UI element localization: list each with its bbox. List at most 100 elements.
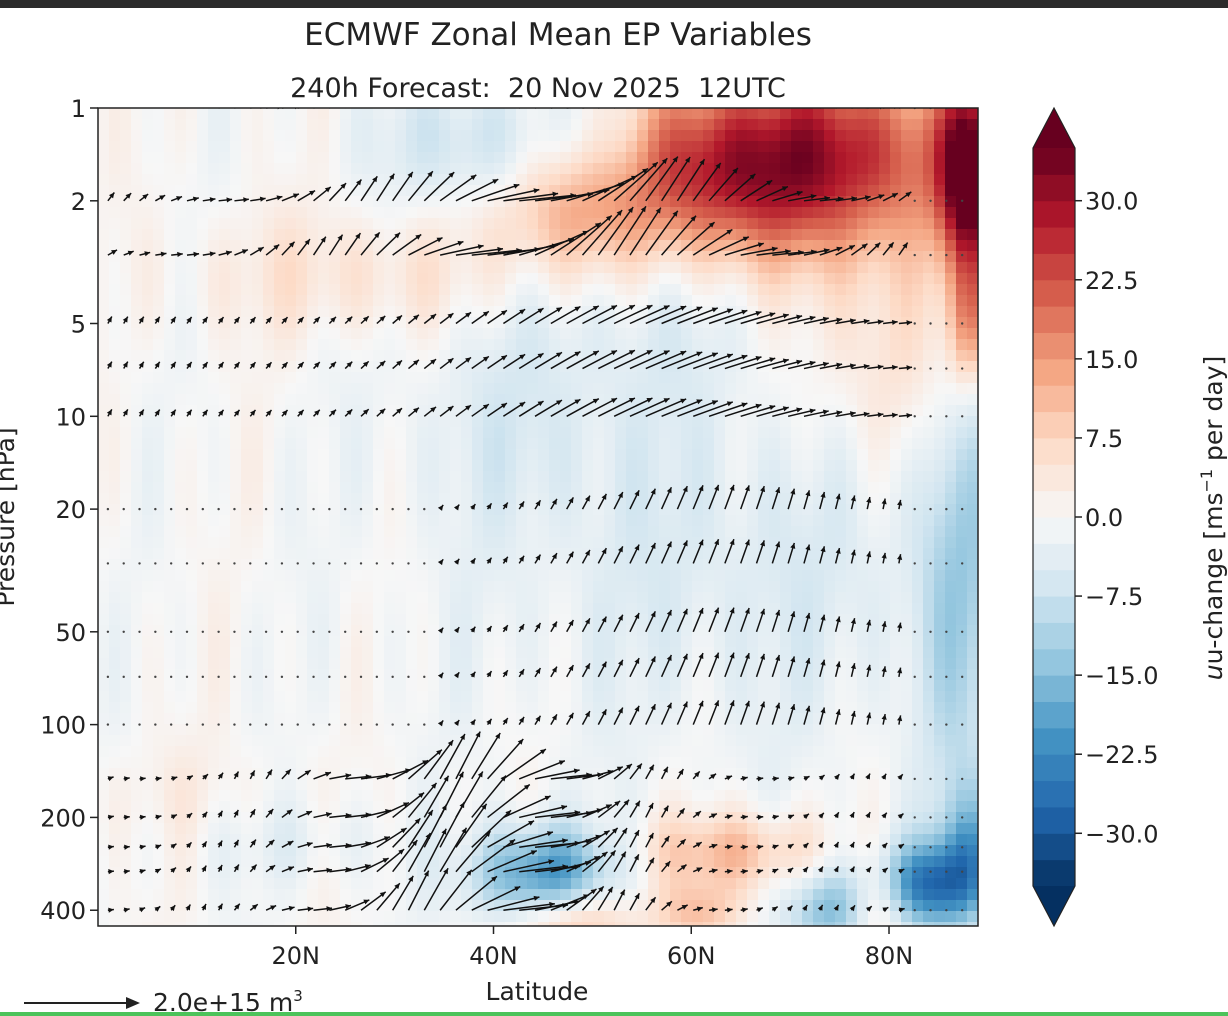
field-cell [846, 570, 858, 582]
field-cell [109, 680, 121, 692]
field-cell [164, 614, 176, 626]
field-cell [362, 548, 374, 560]
field-cell [714, 372, 726, 384]
field-cell [626, 295, 638, 307]
field-cell [417, 152, 429, 164]
field-cell [384, 570, 396, 582]
field-cell [912, 328, 924, 340]
field-cell [384, 196, 396, 208]
field-cell [241, 163, 253, 175]
field-cell [362, 328, 374, 340]
field-cell [527, 537, 539, 549]
field-cell [417, 394, 429, 406]
field-cell [560, 119, 572, 131]
field-cell [461, 108, 473, 120]
field-cell [736, 471, 748, 483]
field-cell [208, 713, 220, 725]
field-cell [516, 372, 528, 384]
field-cell [780, 196, 792, 208]
field-cell [846, 581, 858, 593]
field-cell [890, 152, 902, 164]
field-cell [571, 515, 583, 527]
field-cell [175, 108, 187, 120]
field-cell [318, 658, 330, 670]
field-cell [373, 152, 385, 164]
field-cell [175, 702, 187, 714]
field-cell [692, 636, 704, 648]
field-cell [945, 592, 957, 604]
field-cell [879, 163, 891, 175]
field-cell [428, 152, 440, 164]
field-cell [758, 218, 770, 230]
field-cell [879, 603, 891, 615]
field-cell [263, 746, 275, 758]
field-cell [901, 383, 913, 395]
field-cell [98, 306, 110, 318]
field-cell [912, 141, 924, 153]
field-cell [98, 680, 110, 692]
field-cell [934, 262, 946, 274]
field-cell [868, 328, 880, 340]
field-cell [648, 570, 660, 582]
field-cell [417, 372, 429, 384]
field-cell [527, 746, 539, 758]
field-cell [395, 108, 407, 120]
field-cell [406, 581, 418, 593]
field-cell [142, 636, 154, 648]
field-cell [461, 185, 473, 197]
field-cell [901, 273, 913, 285]
field-cell [208, 482, 220, 494]
field-cell [98, 372, 110, 384]
field-cell [406, 361, 418, 373]
field-cell [461, 548, 473, 560]
field-cell [604, 152, 616, 164]
field-cell [109, 328, 121, 340]
field-cell [692, 218, 704, 230]
field-cell [186, 383, 198, 395]
field-cell [846, 504, 858, 516]
field-cell [648, 691, 660, 703]
field-cell [945, 438, 957, 450]
field-cell [197, 647, 209, 659]
field-cell [109, 537, 121, 549]
field-cell [186, 515, 198, 527]
field-cell [296, 295, 308, 307]
field-cell [329, 702, 341, 714]
field-cell [461, 284, 473, 296]
field-cell [967, 328, 978, 340]
field-cell [604, 603, 616, 615]
field-cell [593, 350, 605, 362]
field-cell [835, 174, 847, 186]
field-cell [175, 537, 187, 549]
field-cell [494, 152, 506, 164]
field-cell [406, 647, 418, 659]
field-cell [384, 416, 396, 428]
field-cell [703, 493, 715, 505]
field-cell [571, 691, 583, 703]
field-cell [813, 416, 825, 428]
field-cell [934, 240, 946, 252]
field-cell [725, 108, 737, 120]
field-cell [956, 185, 968, 197]
field-cell [494, 757, 506, 769]
field-cell [648, 174, 660, 186]
field-cell [736, 394, 748, 406]
field-cell [527, 504, 539, 516]
field-cell [109, 273, 121, 285]
field-cell [274, 229, 286, 241]
field-cell [813, 273, 825, 285]
field-cell [505, 559, 517, 571]
field-cell [219, 405, 231, 417]
field-cell [417, 647, 429, 659]
field-cell [285, 185, 297, 197]
field-cell [593, 163, 605, 175]
field-cell [802, 163, 814, 175]
field-cell [197, 141, 209, 153]
field-cell [186, 185, 198, 197]
field-cell [923, 482, 935, 494]
field-cell [131, 471, 143, 483]
field-cell [747, 295, 759, 307]
field-cell [857, 570, 869, 582]
field-cell [461, 317, 473, 329]
field-cell [791, 625, 803, 637]
